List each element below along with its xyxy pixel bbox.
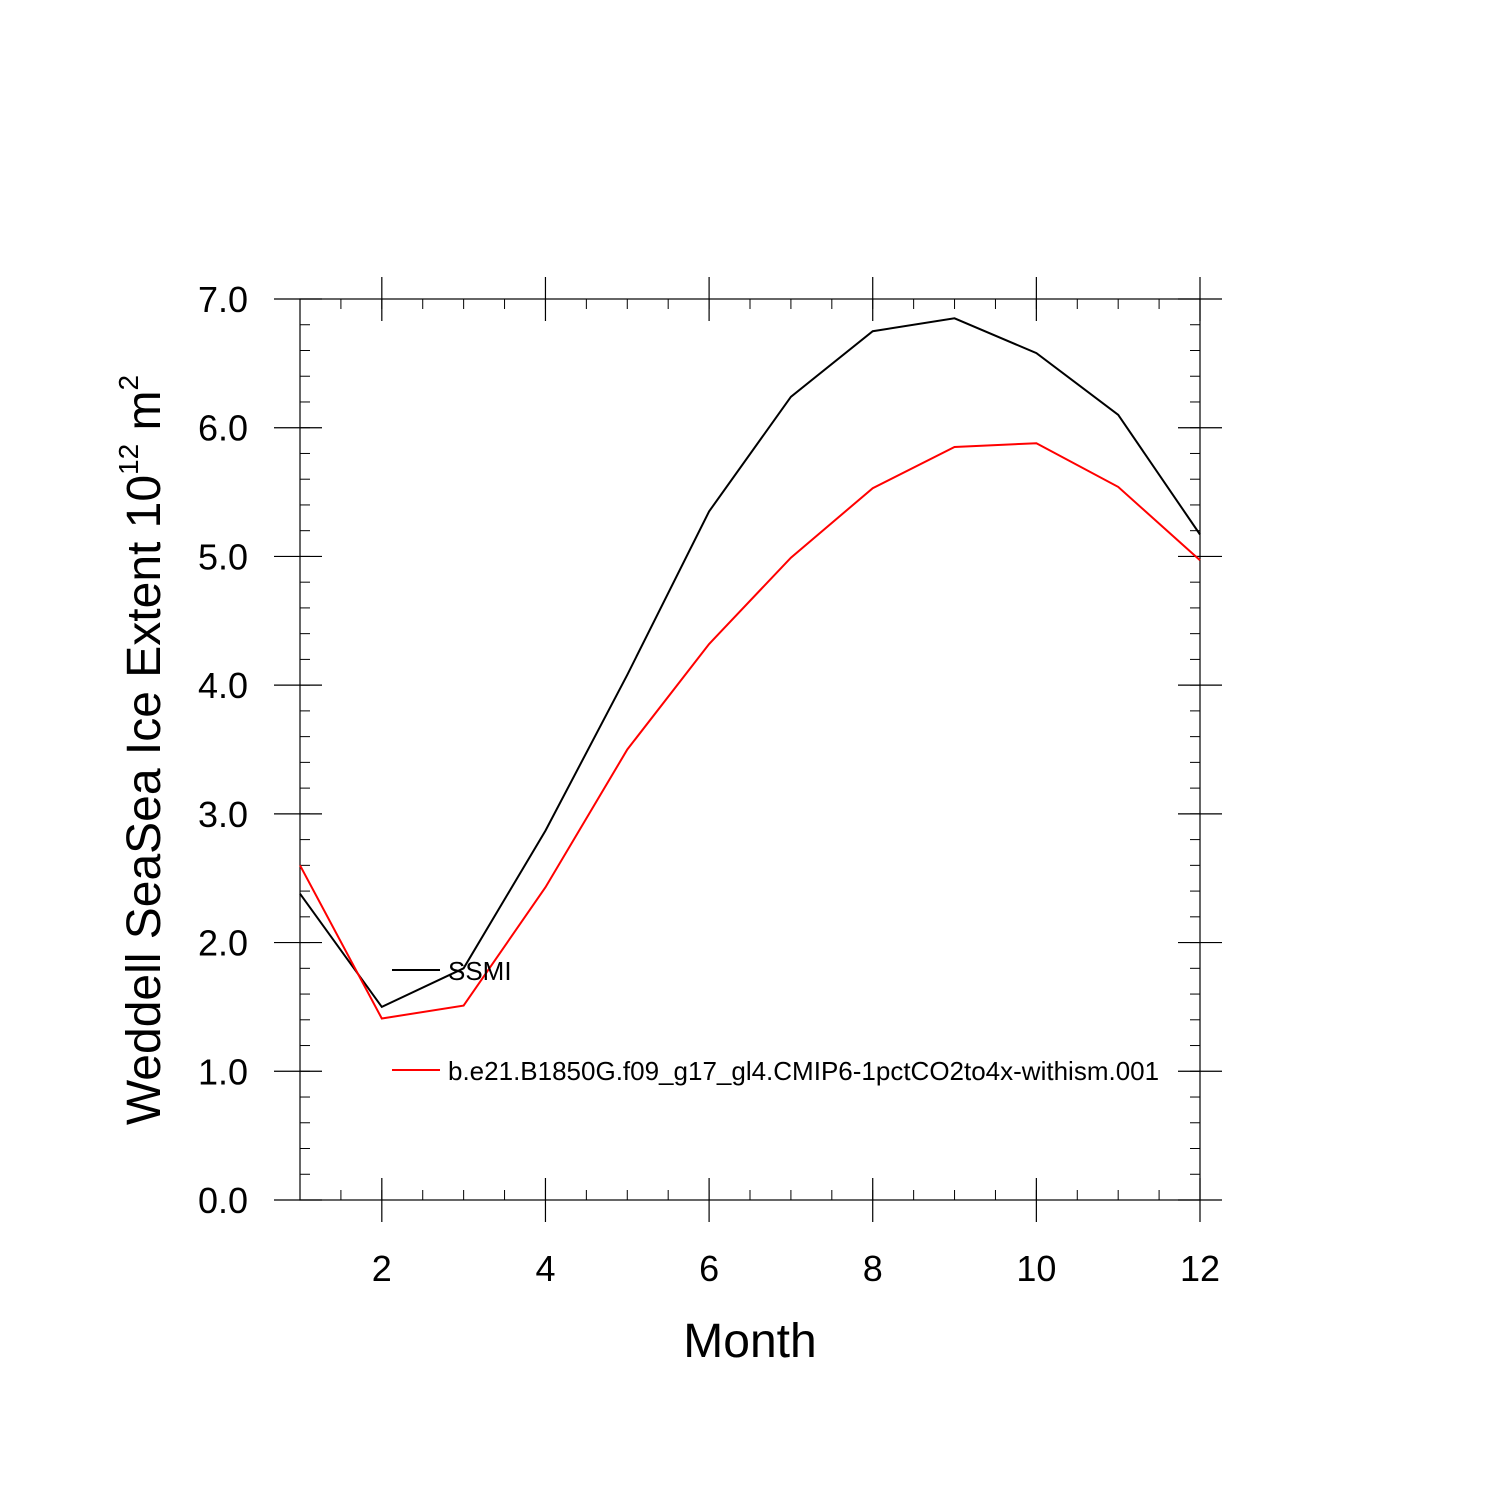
x-tick-label: 6 [699, 1248, 719, 1289]
series-line-ssmi [299, 317, 1201, 1009]
y-axis-title: Weddell SeaSea Ice Extent 1012 m2 [113, 375, 171, 1125]
legend: SSMI b.e21.B1850G.f09_g17_gl4.CMIP6-1pct… [392, 956, 1159, 1086]
x-tick-label: 2 [372, 1248, 392, 1289]
y-axis-title-unit: m [118, 390, 171, 443]
x-tick-label: 12 [1180, 1248, 1220, 1289]
legend-label-model: b.e21.B1850G.f09_g17_gl4.CMIP6-1pctCO2to… [448, 1056, 1159, 1086]
series-lines [299, 317, 1201, 1020]
x-tick-label: 10 [1016, 1248, 1056, 1289]
y-tick-label: 7.0 [198, 279, 248, 320]
y-tick-label: 2.0 [198, 923, 248, 964]
y-tick-label: 0.0 [198, 1180, 248, 1221]
y-axis-title-exponent: 12 [113, 444, 144, 475]
y-axis-title-main: Weddell SeaSea Ice Extent 10 [118, 475, 171, 1125]
y-tick-label: 6.0 [198, 408, 248, 449]
y-tick-label: 4.0 [198, 665, 248, 706]
y-axis-title-unit-exponent: 2 [113, 375, 144, 391]
y-tick-labels: 0.0 1.0 2.0 3.0 4.0 5.0 6.0 7.0 [198, 279, 248, 1221]
legend-label-ssmi: SSMI [448, 956, 512, 986]
y-tick-label: 1.0 [198, 1051, 248, 1092]
x-tick-label: 8 [863, 1248, 883, 1289]
x-tick-labels: 2 4 6 8 10 12 [372, 1248, 1220, 1289]
y-tick-label: 3.0 [198, 794, 248, 835]
major-ticks [274, 277, 1222, 1222]
x-tick-label: 4 [535, 1248, 555, 1289]
y-tick-label: 5.0 [198, 536, 248, 577]
x-axis-title: Month [683, 1315, 816, 1368]
series-line-model [299, 442, 1201, 1020]
